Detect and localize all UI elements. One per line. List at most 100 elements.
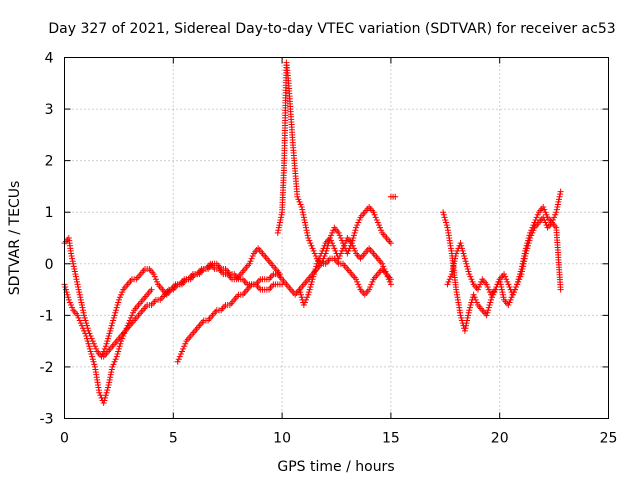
data-point: [534, 211, 541, 218]
data-point: [372, 214, 379, 221]
data-point: [463, 260, 470, 267]
data-point: [348, 240, 355, 247]
data-point: [319, 247, 326, 254]
data-point: [514, 278, 521, 285]
data-point: [373, 216, 380, 223]
data-point: [302, 222, 309, 229]
data-point: [313, 263, 320, 270]
data-point: [72, 273, 79, 280]
x-tick-label: 15: [382, 431, 400, 447]
data-point: [353, 276, 360, 283]
data-point: [509, 291, 516, 298]
data-point: [64, 291, 71, 298]
data-point: [335, 255, 342, 262]
data-point: [504, 278, 511, 285]
data-point: [87, 332, 94, 339]
x-tick-label: 10: [273, 431, 291, 447]
data-point: [116, 343, 123, 350]
data-point: [76, 291, 83, 298]
data-point: [326, 235, 333, 241]
data-point: [452, 255, 459, 262]
data-point: [381, 265, 388, 272]
data-point: [526, 232, 533, 239]
data-point: [498, 286, 505, 293]
data-point: [115, 345, 122, 352]
data-point: [478, 278, 485, 285]
data-point: [304, 294, 311, 301]
data-point: [312, 265, 319, 272]
data-point: [103, 389, 110, 396]
data-point: [102, 392, 109, 399]
data-point: [77, 320, 84, 327]
data-point: [451, 260, 458, 267]
series-trace-a: [61, 281, 155, 407]
y-tick-label: 1: [45, 205, 54, 221]
data-point: [307, 283, 314, 290]
data-point: [107, 327, 114, 334]
series-trace-e: [274, 59, 394, 267]
data-point: [540, 204, 547, 211]
y-tick-label: 0: [45, 257, 54, 273]
data-point: [345, 247, 352, 254]
data-point: [513, 283, 520, 290]
data-point: [521, 250, 528, 257]
data-point: [392, 193, 399, 200]
data-point: [508, 294, 515, 301]
data-point: [520, 258, 527, 265]
y-tick-label: -2: [40, 360, 54, 376]
data-point: [502, 273, 509, 280]
data-point: [310, 247, 317, 254]
data-point: [379, 260, 386, 267]
data-point: [342, 240, 349, 247]
data-point: [89, 338, 96, 345]
data-point: [510, 289, 517, 296]
data-point: [316, 255, 323, 262]
data-point: [328, 232, 335, 239]
data-point: [356, 216, 363, 223]
data-point: [114, 351, 121, 358]
data-point: [487, 296, 494, 303]
data-point: [85, 340, 92, 347]
data-point: [65, 294, 72, 301]
data-point: [313, 260, 320, 267]
data-point: [182, 340, 189, 347]
data-point: [516, 273, 523, 280]
data-point: [113, 353, 120, 360]
data-point: [108, 322, 115, 329]
data-point: [111, 312, 118, 319]
data-point: [112, 356, 119, 363]
data-point: [101, 397, 108, 404]
y-tick-label: -3: [40, 412, 54, 428]
data-point: [68, 250, 75, 257]
data-point: [557, 191, 564, 198]
data-point: [541, 216, 548, 223]
data-point: [277, 216, 284, 223]
data-point: [117, 340, 124, 347]
data-point: [486, 289, 493, 296]
data-point: [460, 250, 467, 257]
data-point: [109, 363, 116, 370]
data-point: [276, 219, 283, 226]
data-point: [518, 265, 525, 272]
data-point: [340, 245, 347, 252]
data-point: [371, 211, 378, 218]
data-point: [328, 237, 335, 244]
data-point: [74, 281, 81, 288]
data-point: [309, 276, 316, 283]
data-point: [472, 296, 479, 303]
data-point: [311, 271, 318, 278]
data-point: [441, 214, 448, 221]
data-point: [150, 271, 157, 278]
data-point: [448, 271, 455, 278]
data-point: [505, 281, 512, 288]
data-point: [375, 222, 382, 229]
data-point: [62, 283, 69, 290]
data-point: [89, 353, 96, 360]
data-point: [336, 232, 343, 239]
data-point: [74, 278, 81, 285]
data-point: [553, 206, 560, 213]
data-point: [110, 314, 117, 321]
y-axis-label: SDTVAR / TECUs: [7, 181, 23, 296]
data-point: [113, 304, 120, 311]
data-point: [542, 209, 549, 216]
